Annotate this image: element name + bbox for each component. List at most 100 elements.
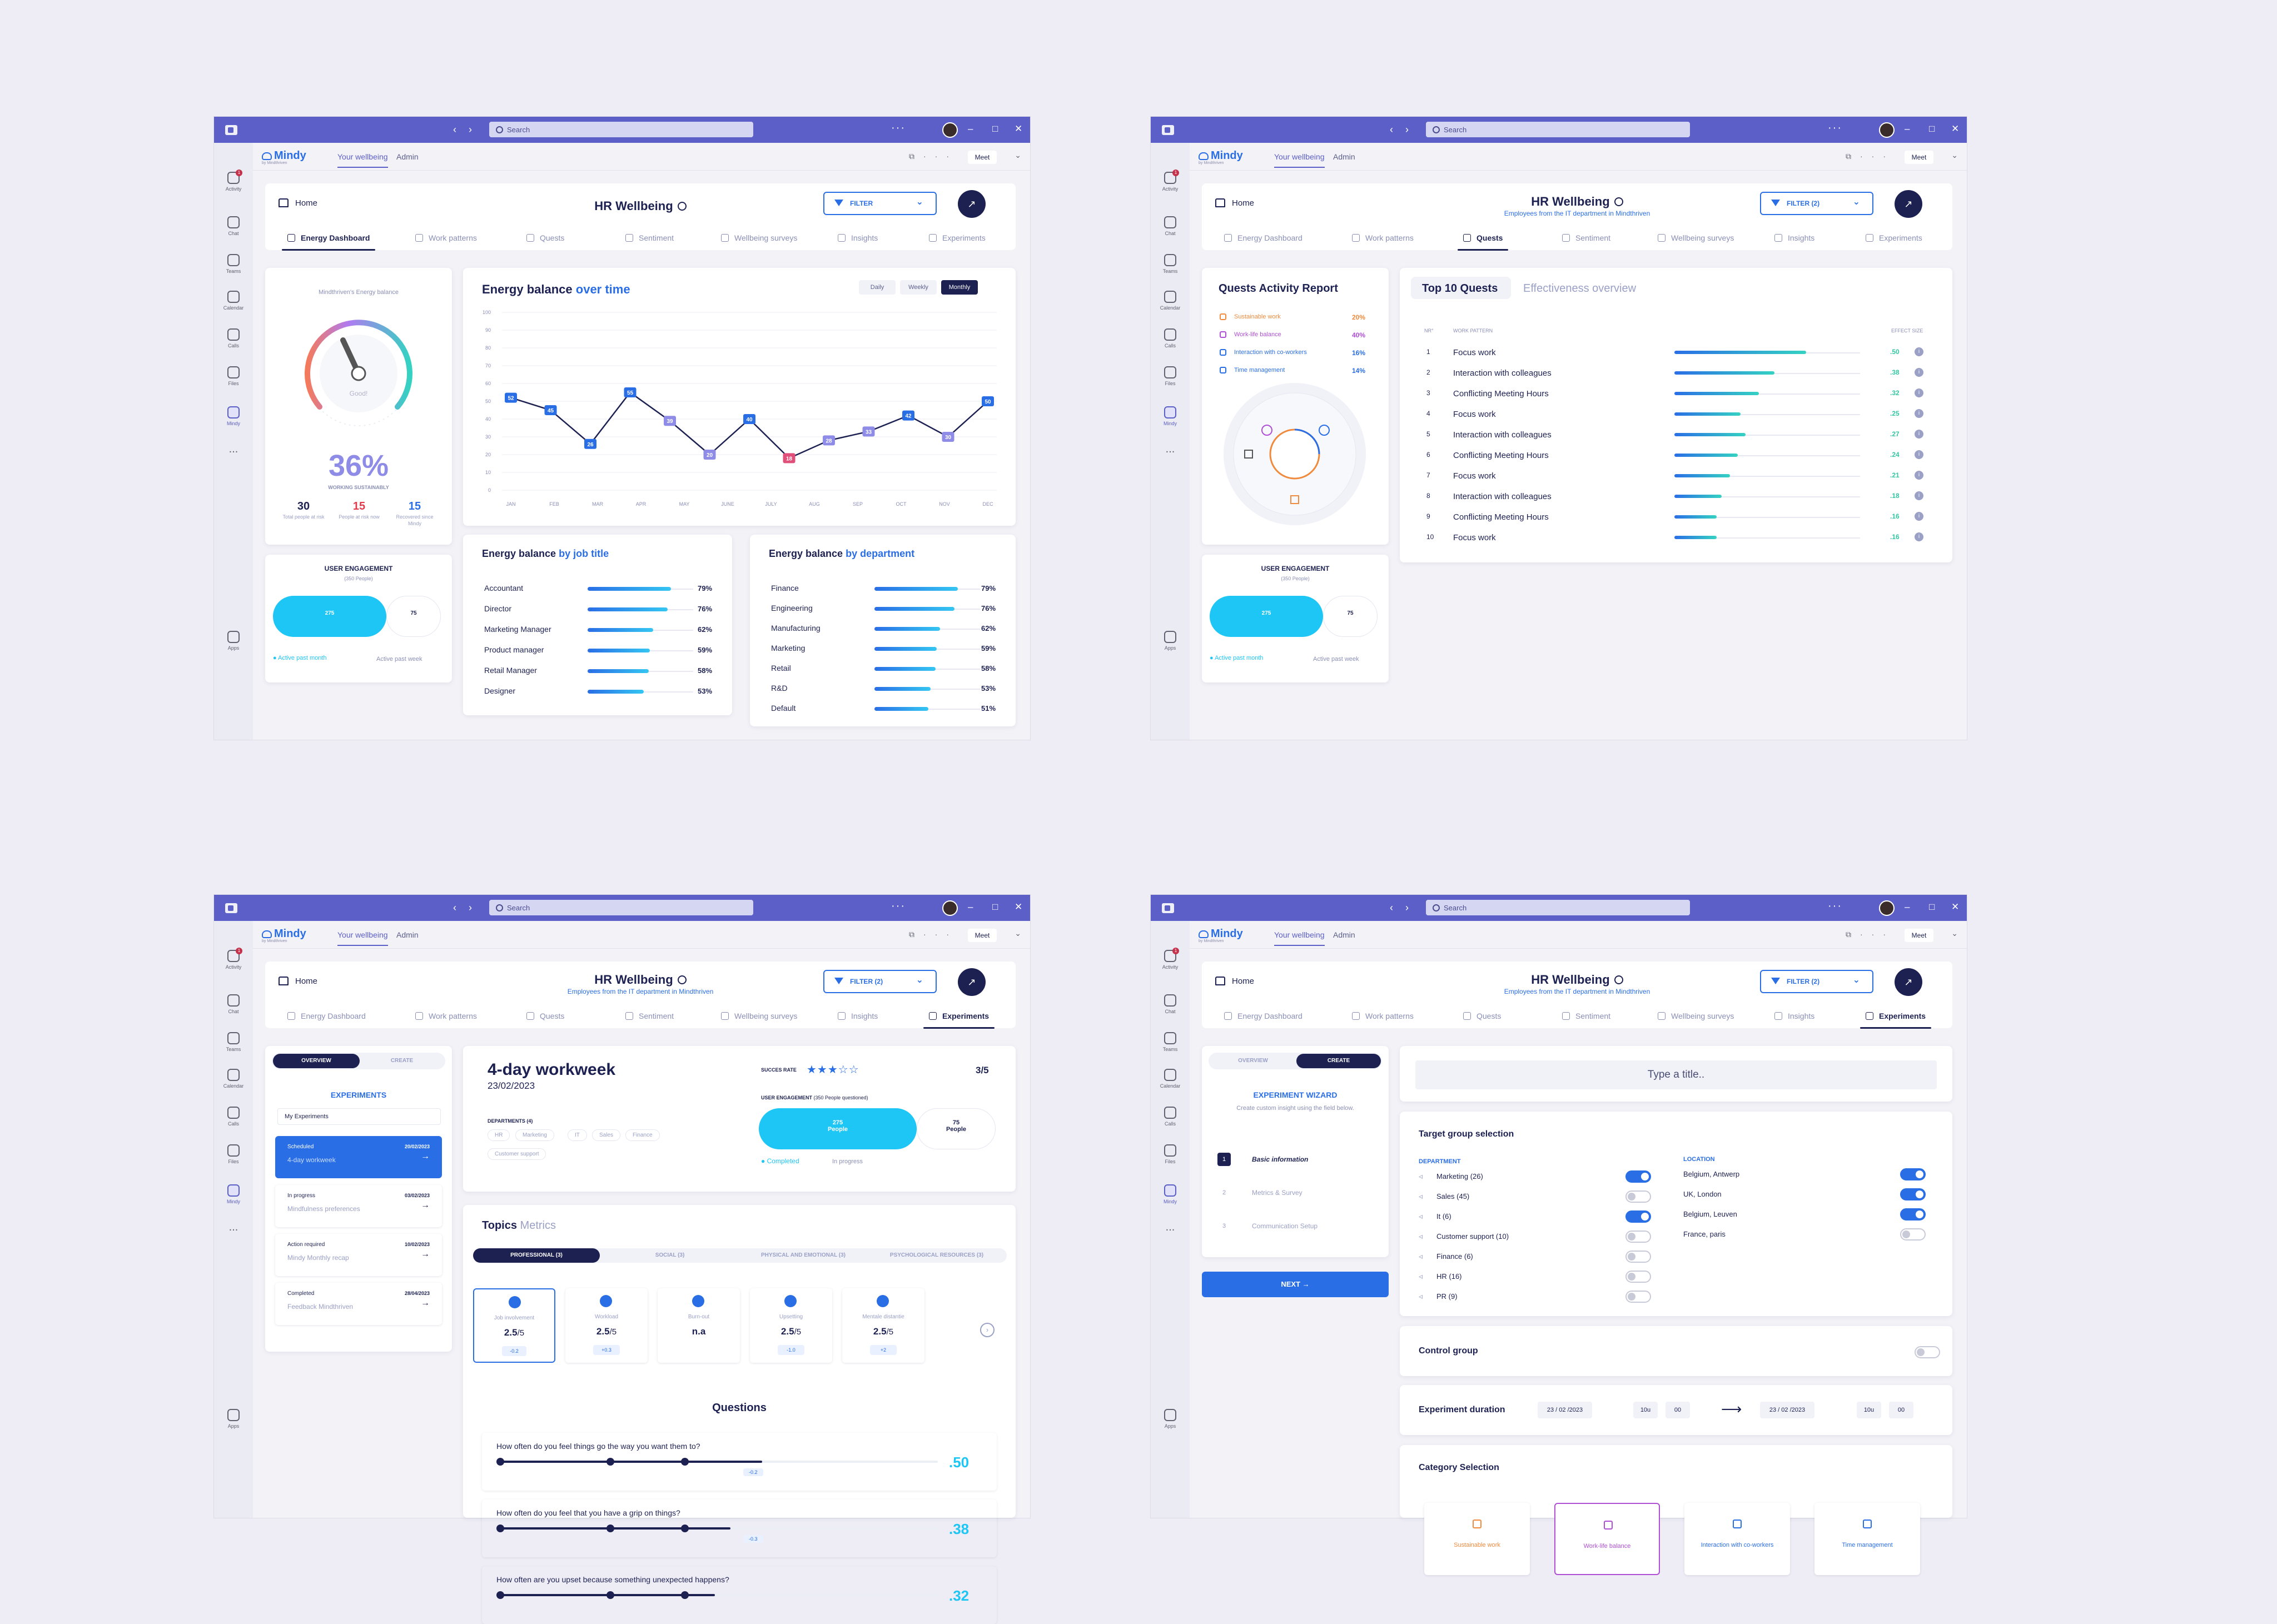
filter-button[interactable]: FILTER bbox=[823, 192, 937, 215]
meet-button[interactable]: Meet bbox=[968, 151, 997, 164]
rail-item-chat[interactable]: Chat bbox=[221, 994, 246, 1014]
tab-work-patterns[interactable]: Work patterns bbox=[1352, 233, 1414, 242]
step-label[interactable]: Metrics & Survey bbox=[1252, 1189, 1302, 1197]
back-icon[interactable]: ‹ bbox=[1390, 124, 1393, 135]
rail-item-chat[interactable]: Chat bbox=[1158, 994, 1182, 1014]
info-icon[interactable]: i bbox=[1915, 512, 1923, 521]
step-label[interactable]: Basic information bbox=[1252, 1155, 1309, 1163]
history-nav[interactable]: ‹ › bbox=[453, 902, 484, 914]
topic-card[interactable]: Workload 2.5/5 +0.3 bbox=[565, 1288, 648, 1363]
tab-wellbeing-surveys[interactable]: Wellbeing surveys bbox=[721, 1012, 797, 1020]
tab-your-wellbeing[interactable]: Your wellbeing bbox=[1274, 930, 1325, 946]
close-icon[interactable]: ✕ bbox=[1951, 901, 1960, 912]
home-link[interactable]: Home bbox=[279, 198, 317, 208]
maximize-icon[interactable]: □ bbox=[1929, 901, 1935, 912]
rail-item-files[interactable]: Files bbox=[221, 1144, 246, 1164]
overview-button[interactable]: OVERVIEW bbox=[1238, 1058, 1268, 1064]
tab-your-wellbeing[interactable]: Your wellbeing bbox=[1274, 152, 1325, 168]
tab-energy-dashboard[interactable]: Energy Dashboard bbox=[1224, 233, 1302, 242]
topic-card[interactable]: Mentale distantie 2.5/5 +2 bbox=[842, 1288, 924, 1363]
tab-experiments[interactable]: Experiments bbox=[929, 233, 986, 242]
tab-work-patterns[interactable]: Work patterns bbox=[415, 1012, 477, 1020]
topic-segment[interactable]: PHYSICAL AND EMOTIONAL (3) bbox=[760, 1252, 846, 1258]
tab-admin[interactable]: Admin bbox=[396, 930, 419, 939]
experiment-item[interactable]: In progress 03/02/2023 Mindfulness prefere… bbox=[275, 1185, 442, 1227]
more-icon[interactable]: ··· bbox=[891, 122, 906, 134]
avatar[interactable] bbox=[1879, 900, 1895, 916]
search-input[interactable]: Search bbox=[1426, 122, 1690, 137]
tab-quests[interactable]: Quests bbox=[1463, 1012, 1501, 1020]
category-option[interactable]: Time management bbox=[1814, 1503, 1920, 1575]
duration-field[interactable]: 00 bbox=[1889, 1402, 1913, 1418]
location-toggle[interactable] bbox=[1900, 1168, 1926, 1180]
experiment-item[interactable]: Scheduled 20/02/2023 4-day workweek → bbox=[275, 1136, 442, 1178]
mindy-logo[interactable]: Mindy by Mindthriven bbox=[262, 928, 306, 943]
chevron-down-icon[interactable]: ⌄ bbox=[1951, 151, 1958, 160]
topic-segment[interactable]: SOCIAL (3) bbox=[655, 1252, 685, 1258]
home-link[interactable]: Home bbox=[279, 977, 317, 986]
duration-field[interactable]: 23 / 02 /2023 bbox=[1760, 1402, 1814, 1418]
mindy-logo[interactable]: Mindy by Mindthriven bbox=[1199, 150, 1243, 165]
rail-item-calendar[interactable]: Calendar bbox=[221, 1069, 246, 1089]
forward-icon[interactable]: › bbox=[469, 124, 472, 135]
rail-item-files[interactable]: Files bbox=[1158, 1144, 1182, 1164]
more-icon[interactable]: ··· bbox=[1828, 900, 1842, 912]
rail-item-mindy[interactable]: Mindy bbox=[221, 406, 246, 426]
more-icon[interactable]: ··· bbox=[891, 900, 906, 912]
tab-your-wellbeing[interactable]: Your wellbeing bbox=[337, 152, 388, 168]
history-nav[interactable]: ‹ › bbox=[1390, 124, 1421, 136]
rail-item-calls[interactable]: Calls bbox=[1158, 328, 1182, 348]
rail-item-mindy[interactable]: Mindy bbox=[1158, 406, 1182, 426]
arrow-right-icon[interactable]: → bbox=[421, 1152, 430, 1161]
chevron-down-icon[interactable]: ⌄ bbox=[1015, 151, 1021, 160]
topic-card[interactable]: Job involvement 2.5/5 -0.2 bbox=[473, 1288, 555, 1363]
header-icons[interactable]: ⧉··· bbox=[1846, 930, 1895, 939]
tab-wellbeing-surveys[interactable]: Wellbeing surveys bbox=[1658, 233, 1734, 242]
home-link[interactable]: Home bbox=[1215, 198, 1254, 208]
tab-sentiment[interactable]: Sentiment bbox=[625, 1012, 674, 1020]
tab-work-patterns[interactable]: Work patterns bbox=[1352, 1012, 1414, 1020]
back-icon[interactable]: ‹ bbox=[453, 902, 456, 913]
department-toggle[interactable] bbox=[1625, 1271, 1651, 1283]
location-toggle[interactable] bbox=[1900, 1208, 1926, 1221]
tab-energy-dashboard[interactable]: Energy Dashboard bbox=[287, 1012, 366, 1020]
meet-button[interactable]: Meet bbox=[1905, 929, 1933, 942]
minimize-icon[interactable]: – bbox=[1905, 901, 1910, 912]
tab-admin[interactable]: Admin bbox=[1333, 152, 1355, 161]
info-icon[interactable]: i bbox=[1915, 471, 1923, 480]
tab-quests[interactable]: Quests bbox=[526, 1012, 564, 1020]
rail-item-calls[interactable]: Calls bbox=[1158, 1107, 1182, 1127]
tab-experiments[interactable]: Experiments bbox=[1866, 233, 1922, 242]
maximize-icon[interactable]: □ bbox=[992, 901, 998, 912]
tab-work-patterns[interactable]: Work patterns bbox=[415, 233, 477, 242]
search-input[interactable]: Search bbox=[489, 900, 753, 915]
info-icon[interactable]: i bbox=[1915, 388, 1923, 397]
category-option[interactable]: Interaction with co-workers bbox=[1684, 1503, 1790, 1575]
chart-settings-icon[interactable]: ↗ bbox=[958, 190, 986, 218]
header-icons[interactable]: ⧉··· bbox=[909, 152, 958, 161]
back-icon[interactable]: ‹ bbox=[1390, 902, 1393, 913]
history-nav[interactable]: ‹ › bbox=[453, 124, 484, 136]
rail-item-files[interactable]: Files bbox=[1158, 366, 1182, 386]
rail-item-chat[interactable]: Chat bbox=[221, 216, 246, 236]
more-icon[interactable]: ··· bbox=[1828, 122, 1842, 134]
rail-item-teams[interactable]: Teams bbox=[1158, 254, 1182, 274]
tab-quests[interactable]: Quests bbox=[526, 233, 564, 242]
avatar[interactable] bbox=[1879, 122, 1895, 138]
department-toggle[interactable] bbox=[1625, 1231, 1651, 1243]
mindy-logo[interactable]: Mindy by Mindthriven bbox=[1199, 928, 1243, 943]
rail-item-[interactable]: ... bbox=[1158, 443, 1182, 456]
rail-item-[interactable]: ... bbox=[221, 1221, 246, 1234]
search-input[interactable]: Search bbox=[1426, 900, 1690, 915]
rail-item-mindy[interactable]: Mindy bbox=[1158, 1184, 1182, 1204]
topic-card[interactable]: Upsetting 2.5/5 -1.0 bbox=[750, 1288, 832, 1363]
info-icon[interactable]: i bbox=[1915, 347, 1923, 356]
rail-item-teams[interactable]: Teams bbox=[221, 254, 246, 274]
tab-sentiment[interactable]: Sentiment bbox=[1562, 1012, 1610, 1020]
department-toggle[interactable] bbox=[1625, 1251, 1651, 1263]
period-monthly[interactable]: Monthly bbox=[941, 280, 978, 295]
arrow-right-icon[interactable]: → bbox=[421, 1200, 430, 1210]
rail-item-activity[interactable]: Activity 1 bbox=[221, 170, 246, 192]
meet-button[interactable]: Meet bbox=[1905, 151, 1933, 164]
search-input[interactable]: Search bbox=[489, 122, 753, 137]
